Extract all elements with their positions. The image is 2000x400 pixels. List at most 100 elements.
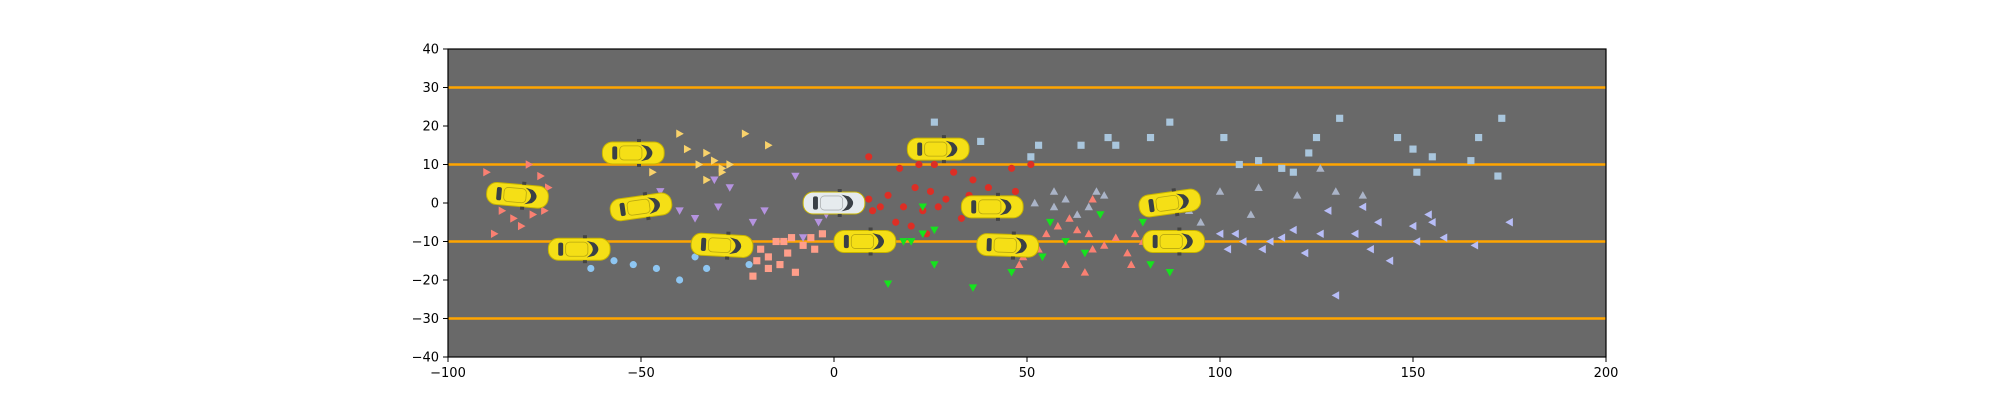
data-point	[1409, 145, 1417, 153]
vehicle-icon-mirror	[995, 192, 1000, 196]
data-point	[926, 187, 935, 196]
data-point	[1494, 172, 1502, 180]
data-point	[772, 237, 780, 246]
data-point	[529, 210, 538, 219]
vehicle-icon	[960, 192, 1024, 221]
vehicle-icon-mirror	[646, 216, 651, 221]
vehicle-icon-rear-window	[700, 237, 707, 251]
data-point	[1505, 218, 1513, 227]
data-point	[1111, 233, 1120, 242]
data-point	[629, 261, 637, 269]
data-point	[764, 264, 772, 273]
data-point	[725, 184, 734, 192]
data-point	[753, 257, 761, 265]
vehicle-icon-roof	[924, 141, 948, 157]
data-point	[950, 168, 958, 176]
data-point	[865, 195, 873, 203]
vehicle-icon-mirror	[582, 260, 587, 264]
vehicle-icon-windshield	[640, 144, 653, 162]
vehicle-icon-mirror	[868, 252, 873, 256]
data-point	[1223, 245, 1232, 254]
data-point	[1439, 233, 1448, 242]
data-point	[1467, 157, 1475, 165]
data-point	[652, 264, 661, 273]
vehicle-icon-windshield	[1014, 237, 1027, 254]
data-point	[1278, 164, 1286, 172]
data-point	[1100, 191, 1109, 199]
data-point	[899, 203, 908, 211]
data-point	[791, 268, 799, 276]
data-point	[1413, 168, 1421, 176]
data-point	[818, 230, 826, 238]
y-tick-label: 10	[422, 158, 439, 173]
x-tick-label: 0	[830, 366, 838, 381]
vehicle-icon-mirror	[636, 138, 641, 142]
vehicle-icon-rear-window	[843, 234, 849, 249]
data-point	[1127, 260, 1136, 268]
data-point	[741, 129, 750, 138]
vehicle-icon-rear-window	[971, 200, 977, 214]
ego-vehicle-icon-mirror	[837, 189, 842, 192]
vehicle-icon-windshield	[999, 198, 1012, 216]
data-point	[1096, 211, 1105, 219]
data-point	[490, 229, 499, 238]
data-point	[930, 160, 938, 169]
data-point	[1027, 160, 1035, 169]
data-point	[517, 221, 526, 231]
ego-vehicle-icon-roof	[820, 195, 844, 211]
y-tick-label: 20	[422, 120, 439, 135]
data-point	[1045, 218, 1055, 227]
data-point	[757, 245, 765, 253]
data-point	[907, 222, 915, 230]
vehicle-icon	[906, 135, 970, 164]
data-point	[1042, 229, 1051, 238]
data-point	[1358, 202, 1367, 212]
data-point	[907, 238, 916, 246]
data-point	[1424, 210, 1432, 219]
vehicle-icon	[601, 138, 665, 167]
vehicle-icon	[1142, 227, 1206, 256]
data-point	[703, 264, 711, 273]
data-point	[1061, 238, 1070, 246]
x-tick-label: −50	[627, 366, 654, 381]
data-point	[1215, 229, 1224, 238]
data-point	[1065, 214, 1074, 222]
data-point	[930, 118, 938, 126]
data-point	[1293, 191, 1302, 199]
data-point	[1084, 202, 1093, 211]
vehicle-icon	[1138, 188, 1202, 218]
data-point	[718, 168, 727, 177]
data-point	[807, 234, 815, 242]
data-point	[1165, 268, 1175, 277]
vehicle-icon-mirror	[941, 160, 946, 164]
vehicle-icon-rear-window	[558, 242, 564, 256]
data-point	[1138, 218, 1147, 227]
data-point	[1080, 249, 1090, 258]
vehicle-icon-windshield	[872, 233, 885, 250]
data-point	[791, 172, 800, 181]
data-point	[1366, 245, 1374, 254]
vehicle-icon-rear-window	[986, 238, 992, 252]
data-point	[1393, 133, 1402, 142]
vehicle-icon-roof	[1155, 194, 1180, 212]
data-point	[1331, 187, 1340, 195]
vehicle-icon-mirror	[1011, 231, 1016, 235]
data-point	[510, 214, 518, 223]
vehicle-icon	[833, 227, 897, 256]
vehicle-icon-rear-window	[917, 142, 923, 156]
data-point	[1049, 187, 1059, 195]
data-point	[787, 234, 796, 242]
data-point	[714, 203, 723, 212]
data-point	[1077, 141, 1085, 149]
data-point	[883, 280, 893, 289]
data-point	[745, 261, 753, 269]
vehicle-icon-windshield	[524, 187, 537, 205]
y-tick-label: −20	[412, 274, 439, 289]
data-point	[541, 206, 549, 215]
data-point	[784, 249, 792, 257]
vehicle-icon-mirror	[1171, 188, 1176, 192]
ego-vehicle-icon-mirror	[837, 214, 842, 217]
data-point	[690, 215, 700, 223]
vehicle-icon-rear-window	[496, 187, 502, 201]
data-point	[1038, 253, 1047, 262]
